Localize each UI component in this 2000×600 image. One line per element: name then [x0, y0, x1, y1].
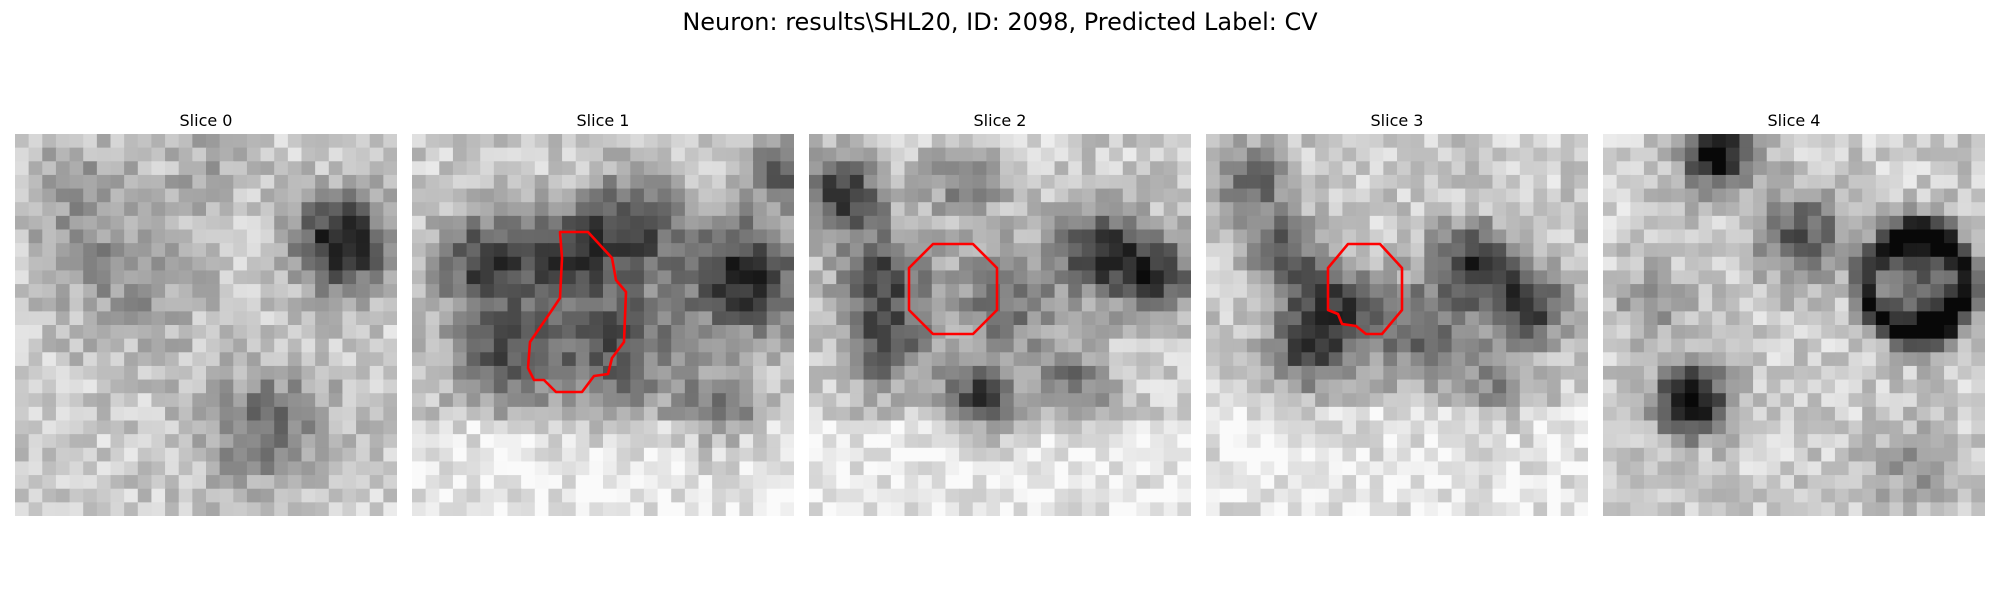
slice-image	[412, 134, 794, 516]
slice-panel-2: Slice 2	[809, 108, 1191, 134]
slice-panel-0: Slice 0	[15, 108, 397, 134]
slice-panel-4: Slice 4	[1603, 108, 1985, 134]
slice-panel-1: Slice 1	[412, 108, 794, 134]
slice-title: Slice 0	[15, 108, 397, 134]
slice-image	[1206, 134, 1588, 516]
slice-title: Slice 1	[412, 108, 794, 134]
slice-title: Slice 2	[809, 108, 1191, 134]
slice-image	[1603, 134, 1985, 516]
slice-panel-3: Slice 3	[1206, 108, 1588, 134]
figure-title: Neuron: results\SHL20, ID: 2098, Predict…	[0, 6, 2000, 38]
slice-title: Slice 4	[1603, 108, 1985, 134]
slice-image	[15, 134, 397, 516]
slice-title: Slice 3	[1206, 108, 1588, 134]
slice-image	[809, 134, 1191, 516]
